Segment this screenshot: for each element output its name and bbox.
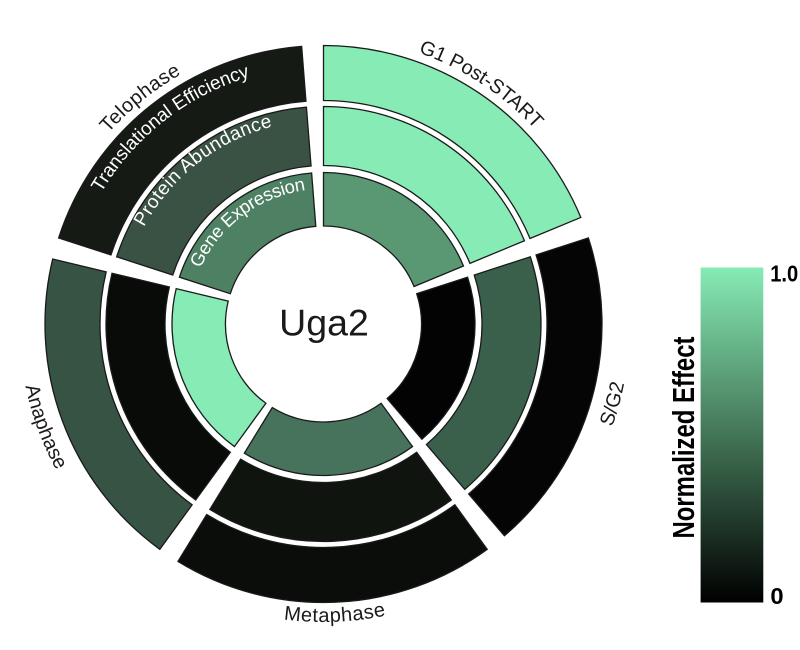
svg-text:1.0: 1.0 (770, 261, 798, 287)
svg-text:0: 0 (770, 583, 783, 609)
svg-text:Normalized Effect: Normalized Effect (666, 337, 701, 539)
svg-text:Uga2: Uga2 (279, 302, 369, 344)
